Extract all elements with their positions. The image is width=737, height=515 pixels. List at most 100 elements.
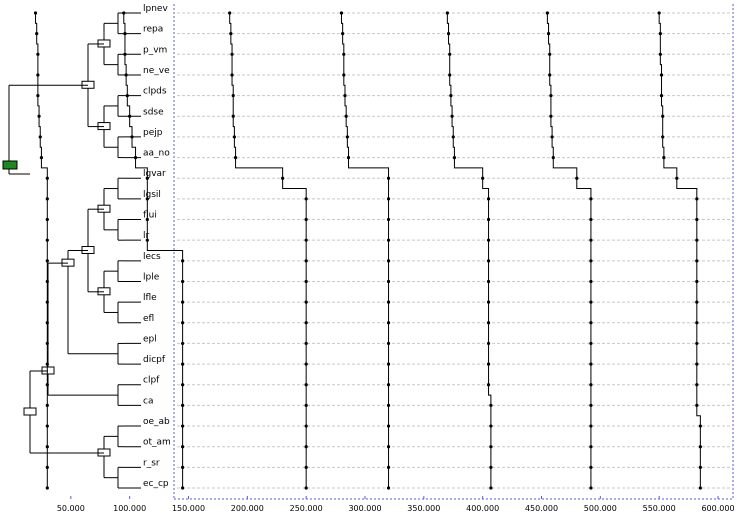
leaf-label: clpf (143, 376, 160, 386)
x-tick-label: 150.000 (172, 504, 205, 513)
series-point (304, 217, 308, 222)
x-tick-label: 550.000 (643, 504, 676, 513)
series-point (36, 52, 40, 56)
series-point (181, 403, 185, 407)
series-point (589, 403, 593, 407)
series-point (45, 341, 49, 346)
series-point (589, 383, 593, 387)
leaf-label: lple (143, 272, 160, 282)
x-tick-label: 600.000 (701, 504, 734, 513)
series-point (45, 403, 49, 407)
x-tick-label: 400.000 (466, 504, 499, 513)
leaf-label: ot_am (143, 438, 171, 448)
series-point (675, 176, 679, 180)
series-point (386, 341, 391, 346)
series-point (386, 424, 391, 428)
series-point (386, 300, 391, 304)
series-point (446, 32, 451, 36)
series-line-0 (35, 13, 48, 488)
series-point (695, 383, 699, 387)
series-point (695, 197, 699, 201)
series-point (589, 238, 593, 242)
series-point (386, 486, 391, 490)
series-point (344, 114, 348, 118)
series-point (657, 11, 661, 15)
series-point (45, 486, 49, 490)
series-point (486, 197, 491, 201)
series-point (181, 362, 185, 366)
series-point (304, 341, 308, 346)
series-point (232, 135, 236, 139)
series-point (304, 445, 308, 449)
series-point (695, 300, 699, 304)
series-point (304, 300, 308, 304)
series-point (342, 73, 346, 77)
series-point (304, 279, 308, 284)
series-point (125, 94, 129, 98)
series-point (548, 52, 552, 56)
series-line-4 (446, 13, 492, 488)
leaf-label: dicpf (143, 355, 166, 365)
series-point (695, 362, 699, 366)
series-point (386, 259, 391, 263)
series-point (695, 217, 699, 222)
series-point (233, 155, 238, 160)
leaf-label: lfle (143, 293, 157, 303)
series-point (659, 73, 664, 77)
series-point (231, 94, 235, 98)
series-point (386, 321, 391, 325)
series-point (36, 73, 40, 77)
series-point (38, 135, 42, 139)
series-point (45, 383, 49, 387)
series-point (695, 279, 699, 284)
series-point (33, 11, 38, 15)
series-point (546, 32, 551, 36)
series-line-3 (340, 13, 390, 488)
series-point (181, 424, 185, 428)
series-point (589, 341, 593, 346)
series-point (695, 341, 699, 346)
series-point (489, 445, 493, 449)
series-point (659, 94, 664, 98)
series-point (181, 300, 185, 304)
series-point (486, 238, 491, 242)
series-point (122, 11, 126, 15)
series-point (451, 135, 455, 139)
series-point (589, 424, 593, 428)
series-point (45, 197, 49, 201)
series-point (575, 176, 579, 180)
leaf-label: ec_cp (143, 479, 169, 489)
series-point (346, 155, 351, 160)
series-point (45, 465, 49, 469)
series-point (181, 445, 185, 449)
series-point (549, 94, 553, 98)
series-point (181, 279, 185, 284)
series-point (549, 114, 553, 118)
node-box (23, 407, 37, 416)
series-point (45, 321, 49, 325)
series-point (345, 135, 349, 139)
series-point (304, 486, 308, 490)
series-point (450, 114, 454, 118)
series-point (589, 486, 593, 490)
leaf-label: oe_ab (143, 417, 170, 427)
leaf-label: repa (143, 25, 163, 35)
series-point (45, 445, 49, 449)
series-point (128, 114, 132, 118)
series-point (181, 321, 185, 325)
series-point (661, 114, 665, 118)
series-point (230, 52, 234, 56)
series-point (45, 279, 49, 284)
series-point (45, 259, 49, 263)
series-point (550, 135, 554, 139)
series-point (304, 238, 308, 242)
series-point (486, 259, 491, 263)
series-point (181, 383, 185, 387)
series-point (589, 300, 593, 304)
series-point (662, 155, 666, 160)
series-point (698, 445, 702, 449)
series-point (45, 176, 49, 180)
series-point (698, 486, 702, 490)
series-point (589, 217, 593, 222)
